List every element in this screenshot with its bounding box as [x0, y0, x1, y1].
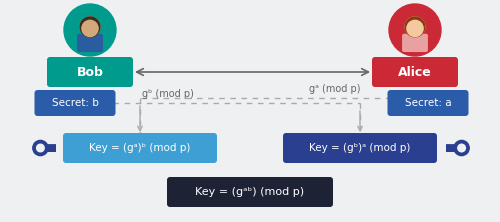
Circle shape [458, 144, 466, 152]
Circle shape [80, 17, 100, 37]
FancyBboxPatch shape [63, 133, 217, 163]
FancyBboxPatch shape [47, 57, 133, 87]
Circle shape [405, 17, 425, 37]
Circle shape [405, 17, 425, 37]
Circle shape [33, 140, 48, 156]
Circle shape [64, 4, 116, 56]
Text: Alice: Alice [398, 65, 432, 79]
FancyBboxPatch shape [372, 57, 458, 87]
FancyBboxPatch shape [283, 133, 437, 163]
Text: Bob: Bob [76, 65, 104, 79]
Circle shape [36, 144, 44, 152]
Text: Key = (gᵇ)ᵃ (mod p): Key = (gᵇ)ᵃ (mod p) [310, 143, 410, 153]
Circle shape [407, 20, 423, 37]
Text: gᵇ (mod p): gᵇ (mod p) [142, 89, 195, 99]
FancyBboxPatch shape [402, 34, 428, 52]
Text: Secret: a: Secret: a [404, 98, 452, 108]
FancyBboxPatch shape [388, 90, 468, 116]
Text: Secret: b: Secret: b [52, 98, 98, 108]
Circle shape [389, 4, 441, 56]
Text: Key = (gᵃ)ᵇ (mod p): Key = (gᵃ)ᵇ (mod p) [90, 143, 190, 153]
Circle shape [454, 140, 469, 156]
Circle shape [80, 17, 100, 37]
Circle shape [82, 20, 98, 37]
Text: Key = (gᵃᵇ) (mod p): Key = (gᵃᵇ) (mod p) [196, 187, 304, 197]
FancyBboxPatch shape [34, 90, 116, 116]
Text: gᵃ (mod p): gᵃ (mod p) [309, 84, 360, 94]
FancyBboxPatch shape [77, 34, 103, 52]
FancyBboxPatch shape [167, 177, 333, 207]
